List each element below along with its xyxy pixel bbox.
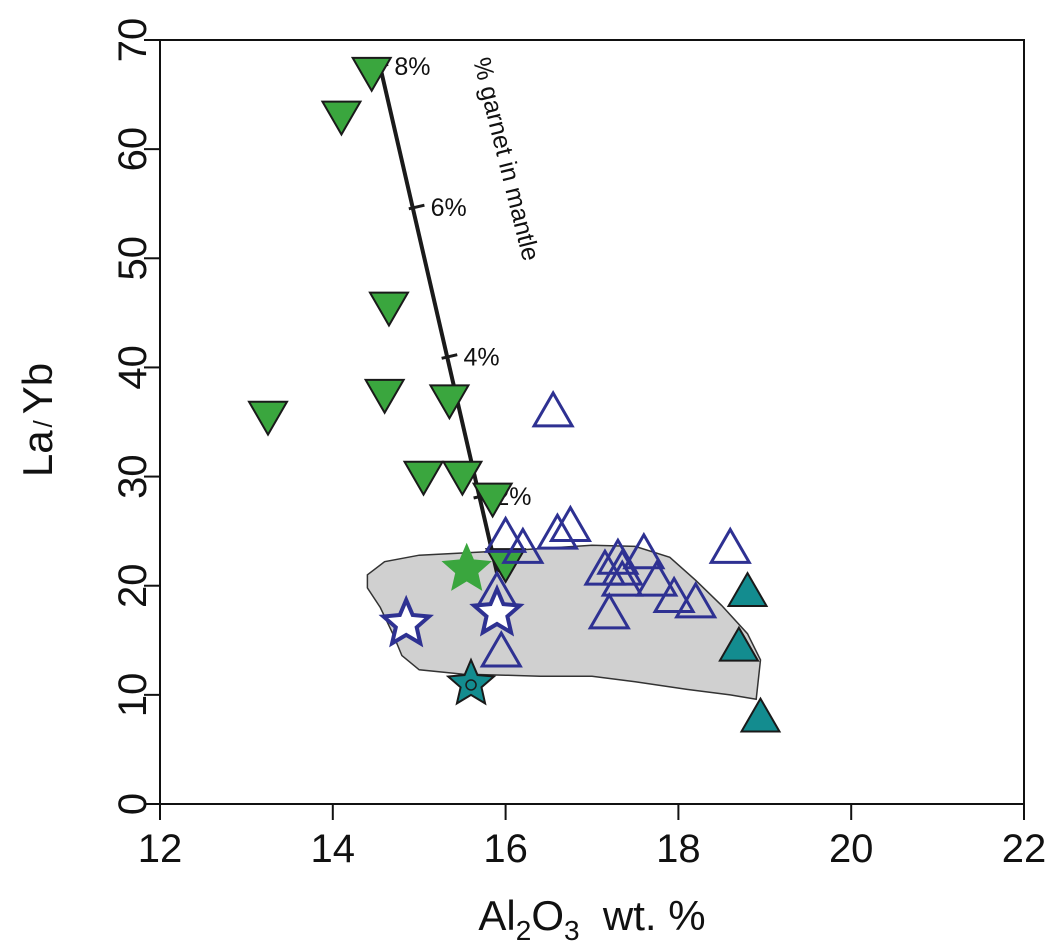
y-axis-title-part2: Yb [14,363,61,414]
x-axis-title-sub1: 2 [516,915,532,942]
y-tick-label: 50 [111,236,155,281]
triangle-up-marker [535,512,580,550]
triangle-down-marker [471,482,514,519]
garnet-tick-label: 8% [394,53,430,81]
x-tick-label: 22 [1002,827,1047,871]
garnet-tick [408,203,425,211]
x-axis-title: Al2O3 wt. % [478,892,705,942]
garnet-line-label: % garnet in mantle [467,55,545,264]
triangle-up-marker [674,581,718,619]
garnet-tick-label: 4% [463,344,499,372]
sample-field [366,544,762,701]
x-axis-title-mid: O [531,892,564,939]
y-tick-label: 30 [111,454,155,499]
y-axis-title-sep: / [28,419,58,427]
triangle-up-marker [596,537,640,575]
y-tick-label: 70 [111,18,155,63]
star-marker [441,542,492,591]
triangle-up-marker [718,625,760,662]
triangle-up-marker [726,571,769,607]
star-marker [469,583,525,637]
star-marker [378,594,434,648]
triangle-down-marker [320,100,363,137]
x-axis-title-prefix: Al [478,892,515,939]
triangle-up-marker [600,559,644,597]
x-tick-label: 12 [138,827,183,871]
triangle-down-marker [428,384,471,421]
triangle-up-marker [531,390,575,428]
y-tick-label: 0 [111,793,155,815]
triangle-up-marker [501,526,545,564]
garnet-tick-label: 6% [431,194,467,222]
y-tick-label: 60 [111,127,155,172]
plot-frame [159,39,1025,805]
triangle-down-marker [350,56,393,93]
x-axis-title-sub2: 3 [564,915,580,942]
x-tick-label: 20 [829,827,874,871]
triangle-up-marker [635,559,679,597]
y-tick-label: 40 [111,345,155,390]
triangle-down-marker [363,378,406,415]
triangle-down-marker [402,460,445,497]
y-axis-title-part1: La [14,430,61,477]
x-tick-label: 14 [311,827,356,871]
y-axis-title: La / Yb [14,363,61,477]
triangle-up-marker [652,575,696,613]
triangle-down-marker [441,460,484,497]
y-tick-label: 10 [111,673,155,718]
triangle-up-marker [622,531,666,570]
triangle-up-marker [479,630,523,668]
x-tick-label: 16 [483,827,528,871]
triangle-up-marker [739,696,782,733]
triangle-up-marker [484,515,528,553]
x-tick-label: 18 [656,827,701,871]
triangle-up-marker [708,526,752,564]
triangle-down-marker [484,548,527,584]
triangle-down-marker [368,291,410,328]
star-dot-marker [445,657,497,706]
star-center-dot [465,679,477,691]
triangle-up-marker [548,504,592,543]
triangle-down-marker [247,400,289,437]
triangle-up-marker [587,591,631,630]
garnet-tick [441,353,458,360]
y-tick-label: 20 [111,563,155,608]
x-axis-title-suffix: wt. % [580,892,706,939]
